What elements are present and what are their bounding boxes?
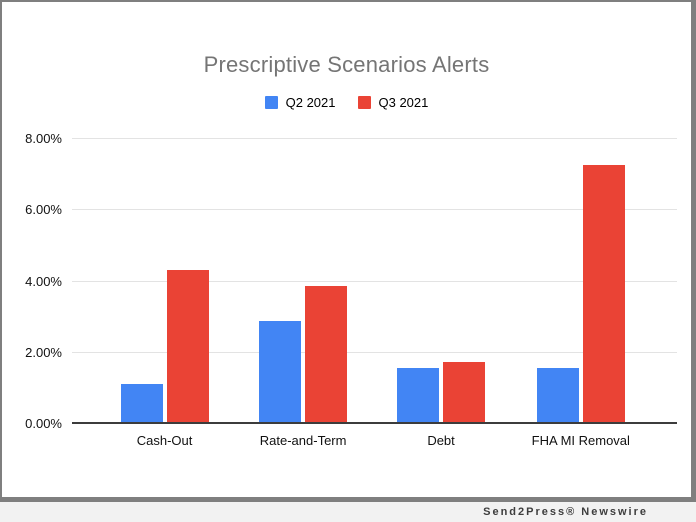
- bar-group-debt: [397, 138, 486, 423]
- legend-swatch-icon: [357, 96, 371, 109]
- chart-card: Prescriptive Scenarios Alerts Q2 2021 Q3 …: [0, 0, 696, 502]
- bar-group-rate-and-term: [259, 138, 348, 423]
- bar-q2-2021-cash-out: [120, 383, 163, 423]
- bar-group-cash-out: [120, 138, 209, 423]
- gridline: [72, 138, 677, 139]
- footer-bar: Send2Press® Newswire: [0, 502, 696, 522]
- chart-legend: Q2 2021 Q3 2021: [2, 95, 691, 110]
- x-axis-category-label: FHA MI Removal: [531, 433, 630, 448]
- gridline: [72, 209, 677, 211]
- footer-brand: Send2Press® Newswire: [483, 506, 648, 518]
- y-axis-tick-label: 4.00%: [25, 273, 62, 289]
- legend-item-q3-2021: Q3 2021: [357, 95, 429, 110]
- bar-q3-2021-debt: [443, 362, 486, 423]
- gridline: [72, 351, 677, 353]
- bar-q3-2021-rate-and-term: [305, 285, 348, 423]
- x-axis-category-label: Cash-Out: [136, 433, 193, 448]
- x-axis-category-label: Debt: [427, 433, 455, 448]
- bar-group-fha-mi-removal: [536, 138, 625, 423]
- x-axis-category-label: Rate-and-Term: [259, 433, 347, 448]
- y-axis-tick-label: 8.00%: [25, 131, 62, 146]
- y-axis-tick-label: 0.00%: [25, 416, 62, 431]
- bar-q3-2021-fha-mi-removal: [582, 164, 625, 423]
- bar-q2-2021-rate-and-term: [259, 321, 302, 423]
- bar-q2-2021-debt: [397, 367, 440, 423]
- y-axis-tick-label: 6.00%: [25, 202, 62, 218]
- bar-q2-2021-fha-mi-removal: [536, 367, 579, 423]
- plot-area: 0.00% 2.00% 4.00% 6.00% 8.00% Cash-Out Rate-an…: [25, 131, 677, 448]
- legend-item-q2-2021: Q2 2021: [264, 95, 336, 110]
- x-axis-baseline: [72, 422, 677, 424]
- legend-label: Q3 2021: [378, 95, 429, 110]
- legend-label: Q2 2021: [285, 95, 336, 110]
- chart-title: Prescriptive Scenarios Alerts: [203, 52, 490, 77]
- bar-q3-2021-cash-out: [166, 269, 209, 423]
- gridline: [72, 280, 677, 282]
- legend-swatch-icon: [264, 96, 278, 109]
- y-axis-tick-label: 2.00%: [25, 344, 62, 360]
